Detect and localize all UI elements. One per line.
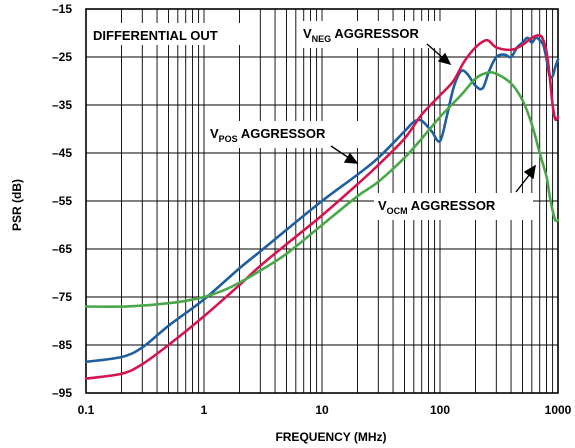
differential-label-bg <box>89 23 245 45</box>
series-line-blue <box>84 36 560 364</box>
y-tick-label: –15 <box>52 2 72 16</box>
y-tick-label: –65 <box>52 242 72 256</box>
ocm-arrow-head <box>523 164 536 180</box>
x-tick-label: 1000 <box>545 403 572 417</box>
annotation-arrows <box>330 43 536 193</box>
x-tick-label: 100 <box>430 403 450 417</box>
plot-frame <box>85 8 559 394</box>
ocm-label-main: V <box>378 198 387 213</box>
pos-label-bg <box>206 121 362 148</box>
y-tick-label: –95 <box>52 386 72 400</box>
x-axis-label: FREQUENCY (MHz) <box>275 430 386 444</box>
y-tick-label: –35 <box>52 98 72 112</box>
neg-label-main: V <box>303 26 312 41</box>
pos-aggressor-label: VPOS AGGRESSOR <box>210 126 326 144</box>
ocm-label-bg <box>374 193 533 220</box>
series-group <box>84 34 560 380</box>
x-tick-labels: 0.1 1 10 100 1000 <box>78 403 572 417</box>
neg-label-sub: NEG <box>312 34 332 44</box>
ocm-label-rest: AGGRESSOR <box>408 198 496 213</box>
series-line-green <box>84 70 560 308</box>
differential-out-label: DIFFERENTIAL OUT <box>93 28 218 43</box>
y-tick-label: –85 <box>52 338 72 352</box>
y-tick-label: –25 <box>52 50 72 64</box>
x-tick-label: 0.1 <box>78 403 95 417</box>
ocm-aggressor-label: VOCM AGGRESSOR <box>378 198 496 216</box>
pos-label-sub: POS <box>219 134 238 144</box>
pos-arrow-line <box>330 145 350 159</box>
y-axis-label: PSR (dB) <box>10 179 24 231</box>
neg-aggressor-label: VNEG AGGRESSOR <box>303 26 419 44</box>
pos-label-main: V <box>210 126 219 141</box>
y-tick-labels: –15 –25 –35 –45 –55 –65 –75 –85 –95 <box>52 2 72 400</box>
neg-label-rest: AGGRESSOR <box>331 26 419 41</box>
pos-arrow-head <box>343 152 359 164</box>
neg-arrow-line <box>426 43 444 59</box>
ocm-label-sub: OCM <box>387 206 408 216</box>
x-tick-label: 1 <box>201 403 208 417</box>
y-tick-label: –45 <box>52 146 72 160</box>
y-tick-label: –55 <box>52 194 72 208</box>
ocm-arrow-line <box>515 173 531 193</box>
series-line-red <box>84 34 560 380</box>
y-tick-label: –75 <box>52 290 72 304</box>
neg-arrow-head <box>437 52 452 66</box>
x-tick-label: 10 <box>315 403 329 417</box>
pos-label-rest: AGGRESSOR <box>238 126 326 141</box>
neg-label-bg <box>299 21 456 48</box>
